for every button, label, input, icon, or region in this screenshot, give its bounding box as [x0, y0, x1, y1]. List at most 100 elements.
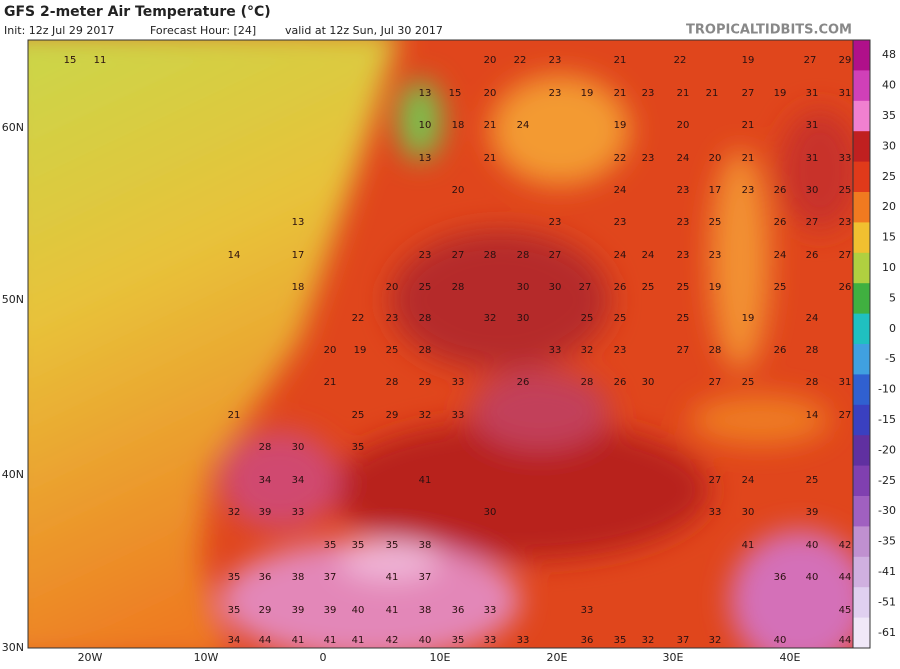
temperature-label: 41: [292, 635, 305, 646]
temperature-label: 17: [292, 250, 305, 261]
colorbar-label: -25: [878, 474, 896, 487]
temperature-label: 23: [709, 250, 722, 261]
temperature-label: 19: [614, 120, 627, 131]
temperature-label: 34: [259, 475, 272, 486]
temperature-label: 35: [324, 540, 337, 551]
colorbar-label: -20: [878, 443, 896, 456]
lon-label: 20E: [547, 651, 568, 664]
colorbar-swatch: [853, 344, 870, 375]
temperature-label: 23: [614, 345, 627, 356]
temperature-label: 34: [292, 475, 305, 486]
temperature-label: 42: [839, 540, 852, 551]
temperature-label: 25: [709, 217, 722, 228]
temperature-label: 20: [484, 88, 497, 99]
temperature-label: 31: [839, 88, 852, 99]
temperature-label: 22: [614, 153, 627, 164]
temperature-label: 32: [484, 313, 497, 324]
colorbar-swatch: [853, 222, 870, 254]
temperature-label: 35: [228, 605, 241, 616]
temperature-label: 19: [709, 282, 722, 293]
colorbar-label: -41: [878, 565, 896, 578]
temperature-label: 11: [94, 55, 107, 66]
temperature-label: 39: [324, 605, 337, 616]
temperature-label: 41: [352, 635, 365, 646]
temperature-label: 37: [419, 572, 432, 583]
colorbar-label: -61: [878, 626, 896, 639]
temperature-label: 28: [452, 282, 465, 293]
temperature-label: 40: [806, 540, 819, 551]
temperature-label: 13: [292, 217, 305, 228]
temperature-label: 31: [806, 88, 819, 99]
temperature-label: 27: [549, 250, 562, 261]
temperature-label: 30: [517, 313, 530, 324]
temperature-label: 25: [614, 313, 627, 324]
temperature-label: 41: [742, 540, 755, 551]
colorbar-label: -10: [878, 383, 896, 396]
lat-label: 50N: [2, 293, 24, 306]
forecast-hour: Forecast Hour: [24]: [150, 24, 256, 37]
temperature-label: 40: [806, 572, 819, 583]
temperature-label: 26: [774, 345, 787, 356]
lat-label: 30N: [2, 641, 24, 654]
temperature-label: 25: [774, 282, 787, 293]
temperature-label: 33: [517, 635, 530, 646]
temperature-label: 24: [614, 250, 627, 261]
temperature-label: 21: [484, 153, 497, 164]
temperature-label: 30: [806, 185, 819, 196]
temperature-label: 25: [419, 282, 432, 293]
temperature-label: 35: [614, 635, 627, 646]
lat-label: 60N: [2, 121, 24, 134]
temperature-label: 29: [839, 55, 852, 66]
colorbar-swatch: [853, 496, 870, 527]
colorbar-label: 48: [882, 48, 896, 61]
temperature-label: 33: [581, 605, 594, 616]
colorbar-label: 5: [889, 291, 896, 304]
temperature-label: 24: [677, 153, 690, 164]
colorbar-frame: [852, 39, 871, 649]
temperature-label: 28: [709, 345, 722, 356]
temperature-label: 25: [806, 475, 819, 486]
temperature-label: 40: [352, 605, 365, 616]
temperature-label: 27: [677, 345, 690, 356]
colorbar-swatch: [853, 435, 870, 467]
temperature-label: 41: [419, 475, 432, 486]
temperature-label: 26: [806, 250, 819, 261]
temperature-label: 28: [259, 442, 272, 453]
temperature-label: 35: [352, 540, 365, 551]
temperature-label: 19: [742, 313, 755, 324]
colorbar-label: -15: [878, 413, 896, 426]
colorbar-swatch: [853, 374, 870, 406]
temperature-label: 33: [484, 635, 497, 646]
temperature-label: 26: [774, 185, 787, 196]
temperature-label: 25: [386, 345, 399, 356]
temperature-label: 34: [228, 635, 241, 646]
colorbar-swatch: [853, 587, 870, 619]
temperature-label: 27: [709, 475, 722, 486]
temperature-label: 15: [449, 88, 462, 99]
temperature-label: 21: [324, 377, 337, 388]
temperature-label: 38: [419, 605, 432, 616]
title: GFS 2-meter Air Temperature (°C): [4, 4, 271, 20]
temperature-label: 35: [452, 635, 465, 646]
temperature-label: 23: [742, 185, 755, 196]
colorbar: 48 40 35 30 25 20 15 10 5 0 -5 -10 -15 -20 -25 -30 -35 -4…: [852, 39, 896, 649]
colorbar-swatch: [853, 526, 870, 558]
temperature-label: 33: [452, 410, 465, 421]
temperature-label: 25: [742, 377, 755, 388]
colorbar-swatch: [853, 313, 870, 345]
colorbar-swatch: [853, 404, 870, 436]
temperature-label: 23: [677, 185, 690, 196]
temperature-label: 14: [806, 410, 819, 421]
lon-label: 30E: [663, 651, 684, 664]
temperature-label: 30: [549, 282, 562, 293]
temperature-label: 32: [228, 507, 241, 518]
temperature-label: 28: [484, 250, 497, 261]
temperature-label: 17: [709, 185, 722, 196]
temperature-label: 31: [806, 153, 819, 164]
temperature-label: 36: [581, 635, 594, 646]
lon-label: 0: [320, 651, 327, 664]
temperature-label: 23: [549, 88, 562, 99]
temperature-label: 33: [484, 605, 497, 616]
temperature-label: 22: [514, 55, 527, 66]
temperature-label: 44: [259, 635, 272, 646]
